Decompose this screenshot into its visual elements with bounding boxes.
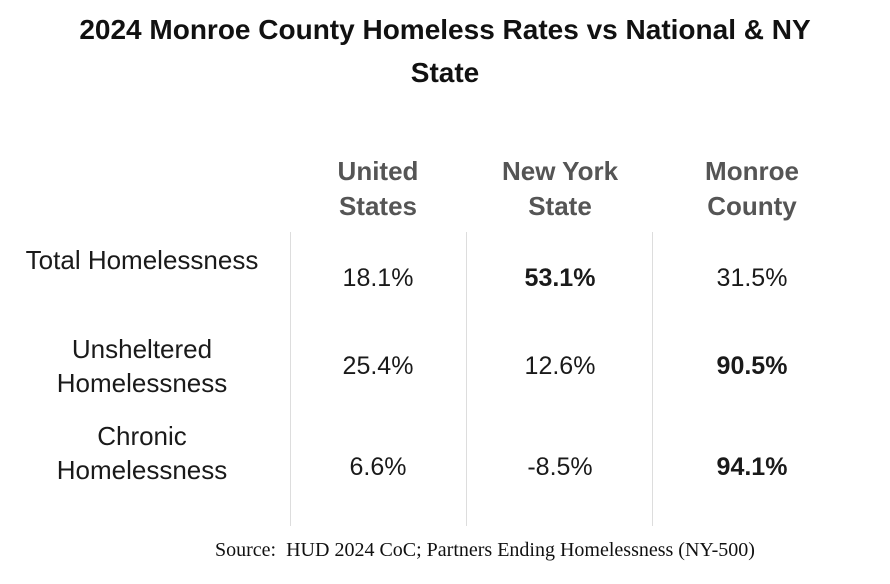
column-header-line: Monroe (705, 156, 799, 186)
row-label-line: Homelessness (56, 368, 228, 398)
column-divider (652, 232, 653, 526)
column-header-new-york-state: New York State (468, 154, 652, 224)
cell-unsheltered-new-york-state: 12.6% (524, 352, 596, 380)
column-header-line: County (707, 191, 797, 221)
row-label-unsheltered-homelessness: Unsheltered Homelessness (2, 332, 282, 400)
column-header-united-states: United States (286, 154, 470, 224)
row-label-line: Unsheltered (71, 334, 213, 364)
column-divider (290, 232, 291, 526)
row-label-total-homelessness: Total Homelessness (2, 243, 282, 277)
cell-chronic-new-york-state: -8.5% (527, 453, 593, 481)
cell-unsheltered-united-states: 25.4% (342, 352, 414, 380)
cell-total-new-york-state: 53.1% (524, 264, 596, 292)
cell-chronic-united-states: 6.6% (349, 453, 407, 481)
column-header-line: States (338, 191, 418, 221)
column-header-line: State (528, 191, 592, 221)
column-divider (466, 232, 467, 526)
chart-title-line-1: 2024 Monroe County Homeless Rates vs Nat… (79, 14, 811, 45)
row-label-line: Chronic (97, 421, 187, 451)
chart-title-line-2: State (410, 57, 480, 88)
row-label-chronic-homelessness: Chronic Homelessness (2, 419, 282, 487)
cell-total-monroe-county: 31.5% (716, 264, 788, 292)
column-header-line: New York (501, 156, 619, 186)
row-label-line: Total Homelessness (25, 245, 259, 275)
cell-unsheltered-monroe-county: 90.5% (716, 352, 788, 380)
cell-chronic-monroe-county: 94.1% (716, 453, 788, 481)
chart-title: 2024 Monroe County Homeless Rates vs Nat… (0, 8, 890, 94)
cell-total-united-states: 18.1% (342, 264, 414, 292)
column-header-monroe-county: Monroe County (660, 154, 844, 224)
row-label-line: Homelessness (56, 455, 228, 485)
source-note: Source: HUD 2024 CoC; Partners Ending Ho… (215, 539, 755, 561)
column-header-line: United (337, 156, 419, 186)
